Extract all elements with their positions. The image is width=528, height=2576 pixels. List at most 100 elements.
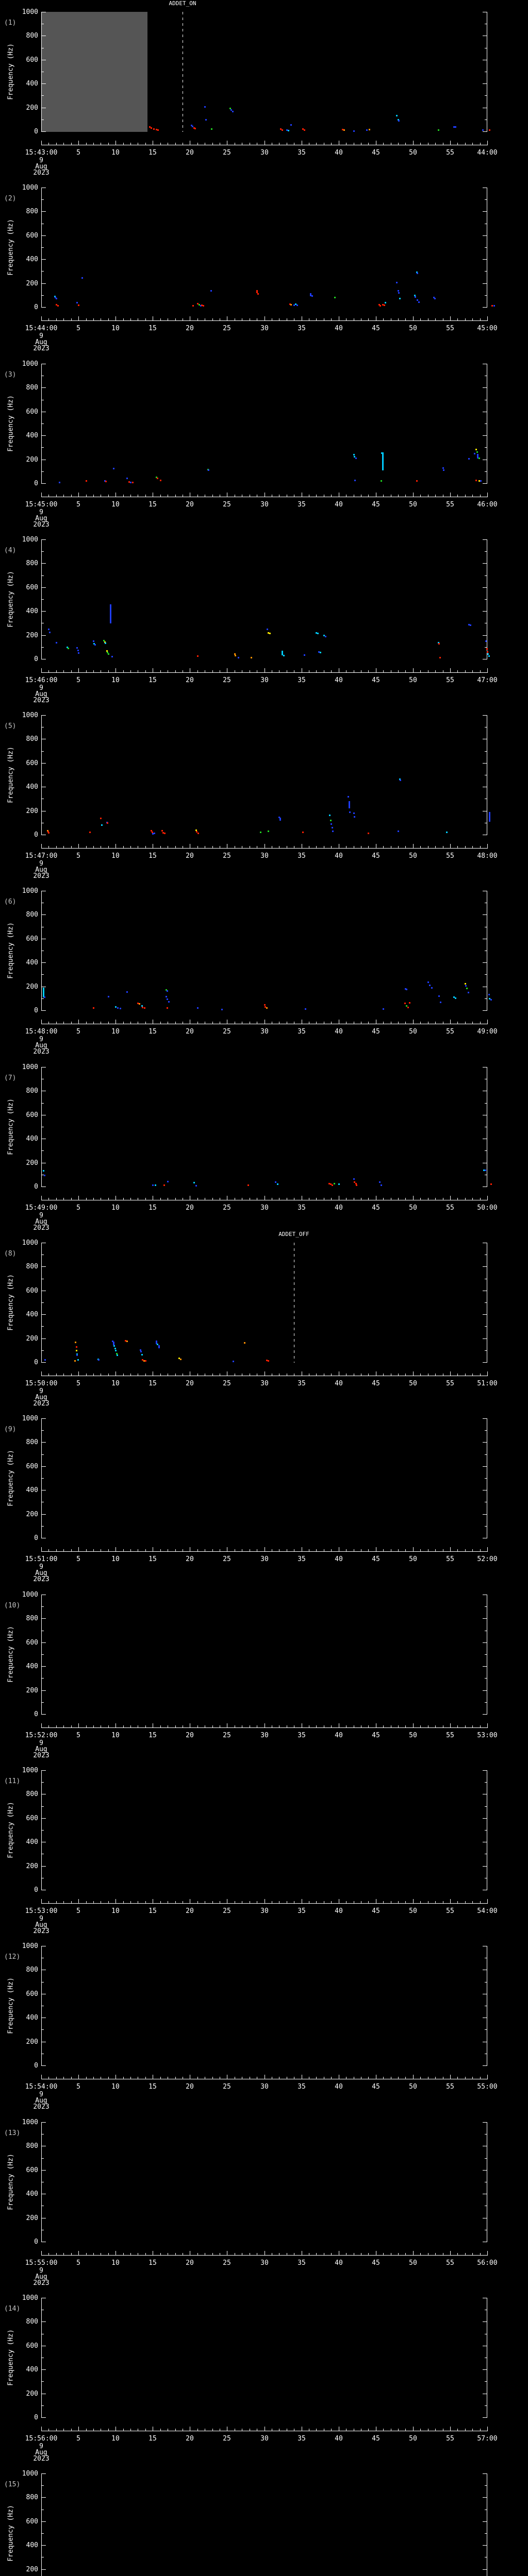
- y-tick-label: 1000: [22, 1942, 38, 1950]
- x-tick-label: 20: [186, 149, 194, 157]
- y-tick: [483, 1690, 487, 1691]
- y-tick: [42, 2405, 44, 2406]
- y-tick-label: 0: [34, 1534, 38, 1542]
- x-tick: [130, 2429, 131, 2431]
- x-tick: [398, 1725, 399, 1727]
- y-tick: [485, 1454, 487, 1455]
- x-tick-label: 45: [372, 852, 380, 860]
- y-tick: [42, 2122, 46, 2123]
- x-tick: [405, 2253, 406, 2255]
- y-tick: [42, 131, 46, 132]
- x-tick: [212, 2253, 213, 2255]
- date-line: 2023: [33, 1048, 50, 1056]
- x-tick-label: 40: [335, 2083, 343, 2091]
- x-tick: [197, 1022, 198, 1024]
- data-point: [101, 824, 103, 826]
- y-tick: [42, 1866, 46, 1867]
- y-tick: [42, 551, 44, 552]
- y-tick: [42, 1362, 46, 1363]
- data-point: [210, 290, 212, 292]
- x-start-time-label: 15:52:00: [25, 1732, 58, 1739]
- date-line: 2023: [33, 1927, 50, 1935]
- x-tick: [472, 1549, 473, 1551]
- x-tick: [480, 2077, 481, 2079]
- x-tick: [160, 1198, 161, 1200]
- x-tick-label: 10: [111, 852, 120, 860]
- y-tick: [42, 1103, 44, 1104]
- x-tick: [450, 1899, 451, 1903]
- y-tick: [42, 1806, 44, 1807]
- x-tick: [457, 495, 458, 497]
- panel-number-label: (5): [4, 722, 16, 730]
- data-point: [406, 989, 407, 990]
- x-end-time-label: 49:00: [477, 1028, 498, 1036]
- x-start-time-label: 15:56:00: [25, 2435, 58, 2443]
- x-tick-label: 10: [111, 1555, 120, 1563]
- x-tick: [212, 1374, 213, 1376]
- x-tick: [487, 141, 488, 145]
- x-tick: [123, 495, 124, 497]
- y-tick: [483, 283, 487, 284]
- x-tick: [368, 2253, 369, 2255]
- data-point: [290, 124, 292, 126]
- y-tick: [42, 647, 44, 648]
- data-point: [110, 604, 111, 623]
- data-point: [475, 480, 477, 481]
- panel-number-label: (7): [4, 1074, 16, 1082]
- y-tick-label: 200: [26, 1159, 38, 1167]
- x-tick-label: 50: [409, 1380, 417, 1387]
- x-tick: [450, 493, 451, 497]
- y-tick-label: 1000: [22, 1415, 38, 1422]
- x-tick: [86, 1198, 87, 1200]
- y-tick-label: 600: [26, 759, 38, 767]
- data-point: [286, 129, 288, 131]
- x-tick: [383, 318, 384, 320]
- y-tick: [42, 1514, 46, 1515]
- y-tick: [483, 2321, 487, 2322]
- data-point: [455, 997, 456, 999]
- data-point: [349, 811, 351, 813]
- data-point: [200, 305, 202, 307]
- data-point: [396, 115, 398, 116]
- data-point: [235, 655, 236, 656]
- y-tick: [485, 447, 487, 448]
- y-tick: [485, 1326, 487, 1327]
- x-tick-label: 55: [446, 2435, 454, 2443]
- x-tick: [316, 495, 317, 497]
- y-tick-label: 600: [26, 1990, 38, 1998]
- x-tick: [130, 1198, 131, 1200]
- data-point: [251, 657, 252, 658]
- x-tick-label: 45: [372, 1380, 380, 1387]
- x-tick: [48, 318, 49, 320]
- y-tick: [42, 259, 46, 260]
- data-point: [491, 305, 493, 307]
- y-tick-label: 0: [34, 480, 38, 487]
- x-tick: [71, 318, 72, 320]
- x-end-time-label: 55:00: [477, 2083, 498, 2091]
- y-tick-label: 600: [26, 1111, 38, 1119]
- x-tick-label: 45: [372, 501, 380, 509]
- x-tick-label: 20: [186, 2435, 194, 2443]
- x-tick: [212, 1725, 213, 1727]
- x-tick: [160, 318, 161, 320]
- y-tick-label: 1000: [22, 1239, 38, 1247]
- x-tick: [86, 2253, 87, 2255]
- x-tick: [405, 1549, 406, 1551]
- y-tick: [485, 2533, 487, 2534]
- x-tick: [383, 1901, 384, 1903]
- data-point: [163, 1184, 165, 1186]
- x-tick-label: 15: [148, 1028, 157, 1036]
- x-tick: [487, 1371, 488, 1376]
- x-tick: [145, 1198, 146, 1200]
- x-end-time-label: 52:00: [477, 1555, 498, 1563]
- y-tick-label: 800: [26, 1438, 38, 1446]
- x-start-time-label: 15:49:00: [25, 1204, 58, 1212]
- x-tick: [145, 1022, 146, 1024]
- x-tick: [71, 1901, 72, 1903]
- data-point: [443, 469, 444, 471]
- data-point: [197, 655, 199, 657]
- y-tick: [485, 1654, 487, 1655]
- x-tick-label: 35: [298, 2435, 306, 2443]
- x-tick: [383, 495, 384, 497]
